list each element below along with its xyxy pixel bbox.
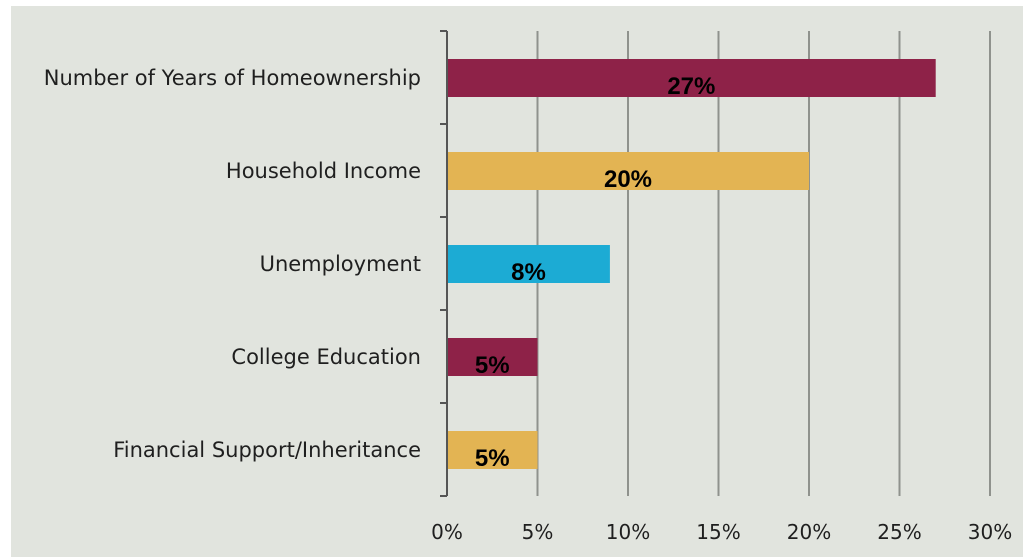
bar-0: [448, 59, 936, 97]
x-tick-label-5: 25%: [877, 520, 921, 544]
x-tick-label-2: 10%: [606, 520, 650, 544]
category-label-1: Household Income: [226, 159, 421, 183]
y-axis: [440, 30, 448, 497]
data-label-3: 5%: [475, 352, 510, 379]
gridlines: [536, 31, 991, 496]
bar-4: [448, 431, 538, 469]
bar-3: [448, 338, 538, 376]
bar-2: [448, 245, 610, 283]
category-label-2: Unemployment: [260, 252, 421, 276]
bar-1: [448, 152, 809, 190]
bars: [448, 59, 936, 469]
category-label-3: College Education: [231, 345, 421, 369]
x-tick-label-0: 0%: [431, 520, 463, 544]
x-tick-label-1: 5%: [522, 520, 554, 544]
category-label-0: Number of Years of Homeownership: [44, 66, 421, 90]
x-tick-labels: 0% 5% 10% 15% 20% 25% 30%: [431, 520, 1012, 544]
x-tick-label-3: 15%: [696, 520, 740, 544]
x-tick-label-6: 30%: [968, 520, 1012, 544]
data-label-2: 8%: [511, 259, 546, 286]
category-labels: Number of Years of Homeownership Househol…: [44, 66, 421, 462]
data-label-4: 5%: [475, 445, 510, 472]
data-labels: 27% 20% 8% 5% 5%: [475, 73, 715, 472]
data-label-1: 20%: [604, 166, 652, 193]
data-label-0: 27%: [667, 73, 715, 100]
category-label-4: Financial Support/Inheritance: [113, 438, 421, 462]
x-tick-label-4: 20%: [787, 520, 831, 544]
